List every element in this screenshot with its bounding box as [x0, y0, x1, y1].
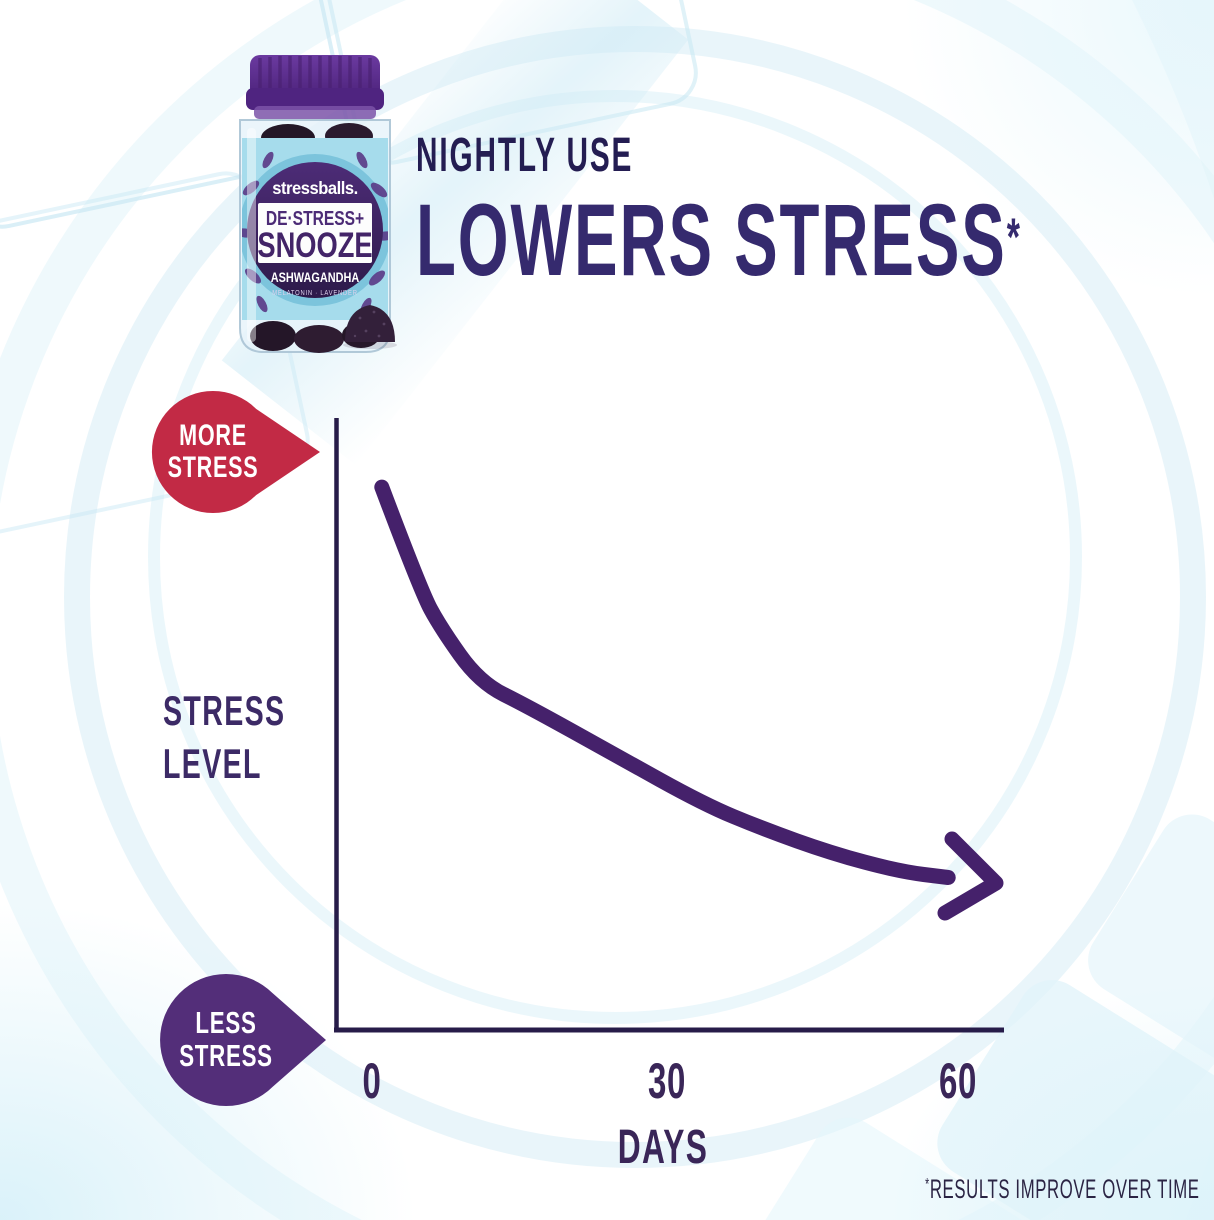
label-white-band — [258, 203, 372, 263]
cap-lip — [254, 106, 376, 119]
headline: NIGHTLY USE LOWERS STRESS* — [416, 128, 1214, 291]
less-stress-line1: LESS — [195, 1005, 256, 1039]
headline-asterisk: * — [1006, 207, 1022, 267]
cap-band — [246, 88, 384, 110]
more-stress-badge: MORE STRESS — [151, 391, 320, 513]
stress-curve — [374, 479, 956, 885]
glass-highlight — [247, 128, 256, 342]
gummy-sugar — [353, 310, 386, 338]
y-axis-label: STRESS LEVEL — [163, 684, 285, 791]
less-stress-badge: LESS STRESS — [160, 974, 326, 1106]
more-stress-line2: STRESS — [168, 449, 259, 483]
gummy — [250, 321, 296, 351]
footnote: *RESULTS IMPROVE OVER TIME — [926, 1174, 1200, 1205]
product-subingredients: MELATONIN · LAVENDER — [272, 289, 357, 297]
more-stress-line1: MORE — [179, 417, 247, 451]
footnote-asterisk: * — [925, 1174, 931, 1194]
y-axis-label-line2: LEVEL — [163, 740, 262, 788]
product-bottle-image: stressballs. DE·STRESS+ SNOOZE ASHWAGAND… — [239, 55, 397, 353]
cap-ridges — [258, 56, 372, 93]
x-tick-0: 0 — [362, 1053, 382, 1109]
teardrop-right-icon — [151, 391, 320, 513]
arrowhead-icon — [937, 831, 1004, 921]
less-stress-line2: STRESS — [179, 1038, 273, 1072]
product-title-line1: DE·STRESS+ — [266, 207, 364, 229]
y-axis-label-line1: STRESS — [163, 687, 286, 734]
x-tick-60: 60 — [938, 1053, 978, 1109]
x-axis-label: DAYS — [617, 1121, 709, 1174]
brand-logo: stressballs. — [272, 177, 358, 198]
gummy-shadow — [343, 341, 397, 349]
gummy — [294, 325, 344, 353]
headline-line2: LOWERS STRESS* — [416, 183, 1022, 297]
gummy — [345, 305, 395, 342]
teardrop-right-icon — [160, 974, 326, 1106]
product-ingredient: ASHWAGANDHA — [271, 270, 360, 286]
headline-line1: NIGHTLY USE — [416, 129, 634, 182]
product-title-line2: SNOOZE — [257, 226, 372, 265]
footnote-text: RESULTS IMPROVE OVER TIME — [930, 1174, 1200, 1204]
x-tick-30: 30 — [647, 1053, 687, 1109]
